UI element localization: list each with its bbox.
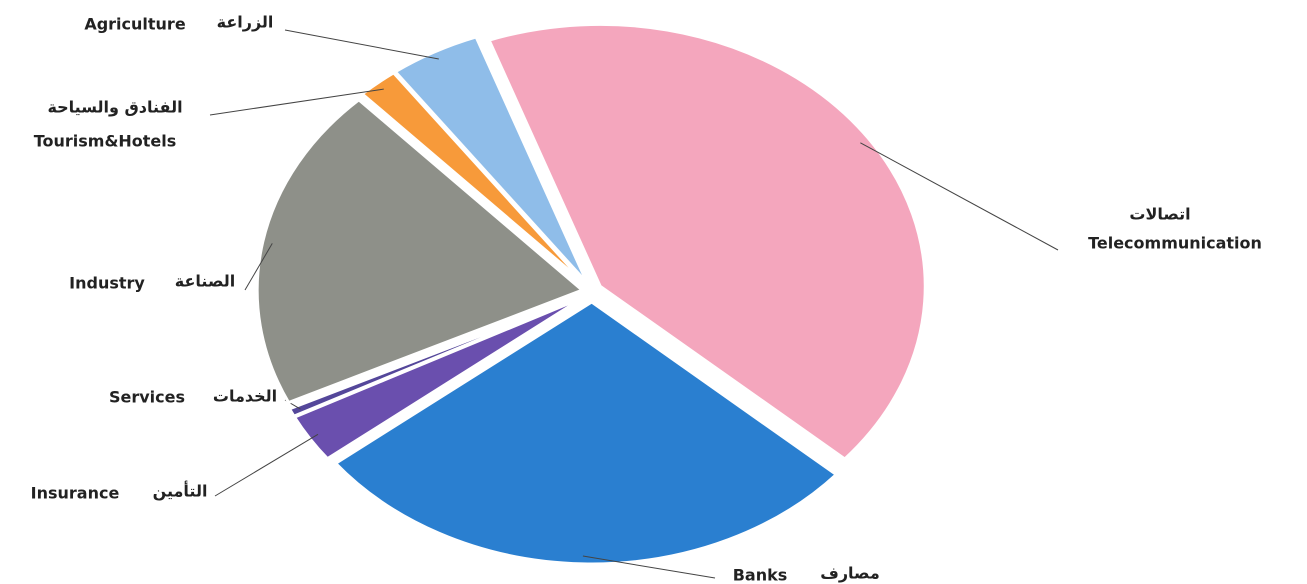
pie-slice <box>333 300 839 566</box>
pie-slice <box>487 22 927 461</box>
leader-line <box>209 88 384 116</box>
slice-label-arabic: التأمين <box>153 481 208 501</box>
slice-label-arabic: الزراعة <box>217 13 274 32</box>
slice-label: Telecommunication <box>1088 234 1262 253</box>
slice-label-arabic: مصارف <box>820 564 879 583</box>
slice-label-arabic: الصناعة <box>175 272 235 291</box>
slice-label: Agriculture <box>84 15 186 34</box>
pie-slice <box>392 35 589 285</box>
slice-label-arabic: الفنادق والسياحة <box>47 98 182 117</box>
slice-label: Insurance <box>31 484 120 503</box>
leader-line <box>214 433 319 497</box>
pie-slice <box>359 70 587 286</box>
leader-line <box>244 243 273 291</box>
leader-line <box>582 555 716 579</box>
slice-label-arabic: الخدمات <box>213 387 277 406</box>
pie-slice <box>287 295 584 419</box>
slice-label-arabic: اتصالات <box>1129 205 1190 224</box>
slice-label: Services <box>109 388 185 407</box>
leader-line <box>284 29 439 60</box>
slice-label: Industry <box>69 274 145 293</box>
slice-label: Banks <box>733 566 788 584</box>
slice-label: Tourism&Hotels <box>34 132 177 151</box>
pie-slice <box>255 97 586 405</box>
leader-line <box>860 142 1059 251</box>
